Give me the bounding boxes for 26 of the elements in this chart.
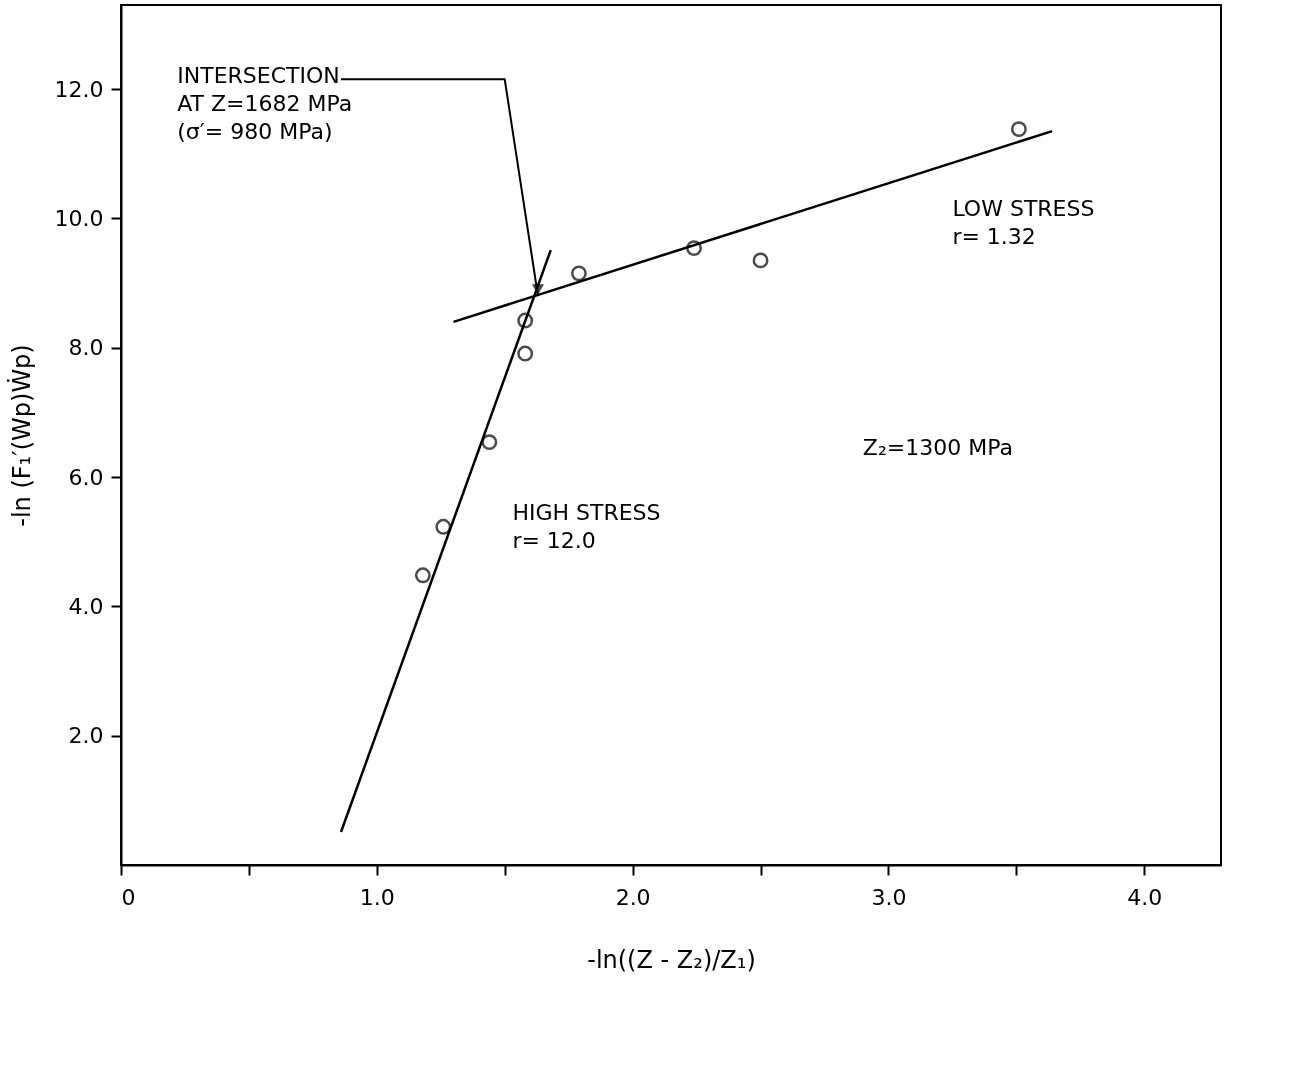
y-tick-label: 2.0 (68, 723, 104, 749)
x-axis-title: -ln((Z - Z₂)/Z₁) (587, 945, 756, 974)
x-tick-label: 0 (121, 884, 136, 910)
x-tick-label: 4.0 (1127, 884, 1163, 910)
point (414, 567, 431, 584)
y-tick-label: 8.0 (68, 335, 104, 361)
point (435, 518, 452, 535)
annotation: Z₂=1300 MPa (862, 435, 1013, 461)
point (517, 345, 534, 362)
y-tick-label: 10.0 (54, 205, 104, 231)
point (570, 265, 587, 282)
annotation: HIGH STRESS r= 12.0 (512, 499, 661, 553)
point (1010, 121, 1027, 138)
point (517, 312, 534, 329)
y-axis-title: -ln (F₁′(Wp)Ẇp) (6, 344, 36, 527)
x-tick-label: 1.0 (359, 884, 395, 910)
point (686, 240, 702, 257)
y-tick-label: 4.0 (68, 593, 104, 619)
annotation: LOW STRESS r= 1.32 (952, 195, 1095, 249)
y-tick-label: 12.0 (54, 76, 104, 102)
point (752, 252, 769, 269)
x-tick-label: 2.0 (615, 884, 651, 910)
annotation: INTERSECTION AT Z=1682 MPa (σ′= 980 MPa) (177, 63, 353, 145)
y-tick-label: 6.0 (68, 464, 104, 490)
point (481, 434, 498, 451)
x-tick-label: 3.0 (871, 884, 907, 910)
